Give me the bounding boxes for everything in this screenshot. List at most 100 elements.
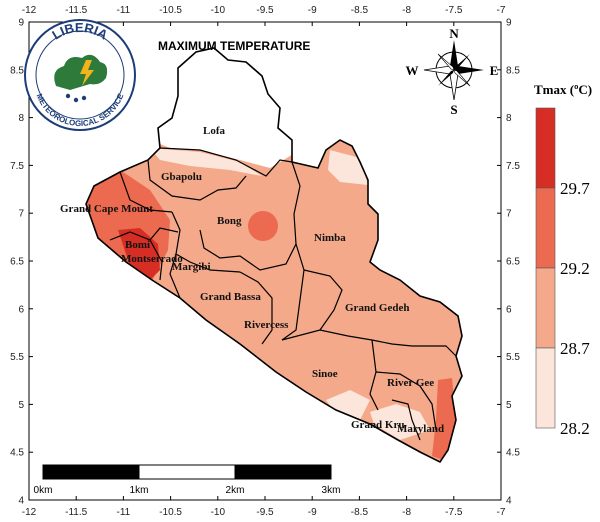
x-tick-label-top: -11.5 xyxy=(65,5,87,16)
county-label-grand-gedeh: Grand Gedeh xyxy=(345,302,409,314)
county-label-sinoe: Sinoe xyxy=(312,368,338,380)
x-tick-label-top: -8 xyxy=(402,5,411,16)
x-tick-label-top: -7 xyxy=(497,5,506,16)
y-tick-label-right: 7 xyxy=(506,209,512,220)
y-tick-label-left: 9 xyxy=(18,18,24,29)
x-tick-label-top: -10.5 xyxy=(159,5,182,16)
y-tick-label-right: 5 xyxy=(506,400,512,411)
scale-label-1: 1km xyxy=(130,485,149,496)
county-label-montserrado: Montserrado xyxy=(121,253,183,265)
y-tick-label-right: 8.5 xyxy=(506,65,520,76)
county-label-river-gee: River Gee xyxy=(387,377,434,389)
y-tick-label-right: 8 xyxy=(506,113,512,124)
y-tick-label-left: 6.5 xyxy=(10,257,24,268)
boundary-montserrado xyxy=(149,227,179,241)
scale-segment-3 xyxy=(234,464,332,480)
compass-n-label: N xyxy=(449,26,459,41)
x-tick-label-top: -10 xyxy=(211,5,226,16)
shade-bomi-hotspot xyxy=(118,228,160,282)
boundary-cape-mount-east xyxy=(119,171,173,213)
boundary-grand-bassa xyxy=(239,271,273,345)
x-tick-label-bottom: -10.5 xyxy=(159,507,182,518)
x-tick-label-top: -11 xyxy=(117,5,131,16)
lightning-icon xyxy=(80,60,94,86)
county-boundaries xyxy=(109,147,457,441)
raindrop-icon xyxy=(81,95,87,101)
county-label-rivercess: Rivercess xyxy=(244,319,289,331)
legend-label-28-7: 28.7 xyxy=(560,339,590,358)
y-tick-label-right: 6.5 xyxy=(506,257,520,268)
legend-swatch xyxy=(535,267,556,349)
county-label-nimba: Nimba xyxy=(314,232,346,244)
county-label-maryland: Maryland xyxy=(397,423,444,435)
y-tick-label-left: 5 xyxy=(18,400,24,411)
y-tick-label-left: 8.5 xyxy=(10,65,24,76)
x-tick-label-top: -9.5 xyxy=(256,5,274,16)
x-tick-label-bottom: -11.5 xyxy=(65,507,87,518)
boundary-bong xyxy=(199,161,301,271)
legend: Tmax (ºC) 29.7 29.2 28.7 28.2 xyxy=(534,82,592,438)
x-tick-label-top: -9 xyxy=(308,5,317,16)
map-title: MAXIMUM TEMPERATURE xyxy=(158,39,310,53)
y-tick-label-right: 4 xyxy=(506,496,512,507)
compass-e-label: E xyxy=(490,63,499,78)
legend-label-28-2: 28.2 xyxy=(560,419,590,438)
boundary-sinoe-north xyxy=(281,329,457,357)
legend-title: Tmax (ºC) xyxy=(534,82,592,97)
y-tick-label-left: 5.5 xyxy=(10,352,24,363)
compass-rose: N S E W xyxy=(406,26,499,117)
x-tick-label-bottom: -9.5 xyxy=(256,507,274,518)
county-labels: Lofa Gbapolu Grand Cape Mount Bong Nimba… xyxy=(60,125,444,435)
legend-label-29-7: 29.7 xyxy=(560,179,590,198)
county-label-grand-cape-mount: Grand Cape Mount xyxy=(60,203,153,215)
y-tick-label-left: 7 xyxy=(18,209,24,220)
x-tick-label-top: -7.5 xyxy=(445,5,463,16)
boundary-rivercess xyxy=(281,243,305,341)
legend-swatch xyxy=(535,187,556,269)
shade-lofa-south-edge xyxy=(150,148,262,176)
boundary-river-gee xyxy=(375,371,437,431)
scale-segment-1 xyxy=(42,464,140,480)
county-label-bong: Bong xyxy=(217,215,242,227)
compass-w-label: W xyxy=(406,63,419,78)
county-label-lofa: Lofa xyxy=(203,125,226,137)
y-tick-label-left: 6 xyxy=(18,304,24,315)
x-tick-label-bottom: -11 xyxy=(117,507,131,518)
shade-grand-kru xyxy=(370,404,430,440)
county-label-bomi: Bomi xyxy=(125,239,150,251)
scale-segment-2 xyxy=(138,464,236,480)
x-tick-label-bottom: -9 xyxy=(308,507,317,518)
x-tick-label-bottom: -8.5 xyxy=(351,507,369,518)
compass-sw-point xyxy=(438,70,454,86)
scale-label-0: 0km xyxy=(34,485,53,496)
boundary-margibi-west xyxy=(169,253,181,299)
x-tick-label-bottom: -7.5 xyxy=(445,507,463,518)
y-tick-label-left: 8 xyxy=(18,113,24,124)
compass-s-label: S xyxy=(450,102,457,117)
legend-label-29-2: 29.2 xyxy=(560,259,590,278)
compass-north-point xyxy=(450,40,458,70)
raindrop-icon xyxy=(73,97,79,103)
axis-ticks: -12 -12 -11.5 -11.5 -11 -11 -10.5 -10.5 -10 -10 -9… xyxy=(10,5,520,518)
legend-swatches xyxy=(535,107,556,429)
shade-bong-hotspot xyxy=(248,211,278,241)
boundary-lofa xyxy=(159,147,293,177)
y-tick-label-right: 4.5 xyxy=(506,448,520,459)
x-tick-label-bottom: -12 xyxy=(22,507,37,518)
y-tick-label-right: 7.5 xyxy=(506,161,520,172)
y-tick-label-right: 6 xyxy=(506,304,512,315)
compass-east-point xyxy=(454,66,484,74)
legend-swatch xyxy=(535,347,556,429)
boundary-sinoe-east xyxy=(369,339,379,411)
boundary-gbapolu-south xyxy=(147,159,247,201)
x-tick-label-bottom: -8 xyxy=(402,507,411,518)
scale-label-3: 3km xyxy=(322,485,341,496)
x-tick-label-bottom: -7 xyxy=(497,507,506,518)
county-label-grand-bassa: Grand Bassa xyxy=(200,291,261,303)
scale-label-2: 2km xyxy=(226,485,245,496)
y-tick-label-right: 9 xyxy=(506,18,512,29)
compass-ne-point xyxy=(454,54,470,70)
boundary-margibi-north xyxy=(171,211,241,273)
y-tick-label-right: 5.5 xyxy=(506,352,520,363)
